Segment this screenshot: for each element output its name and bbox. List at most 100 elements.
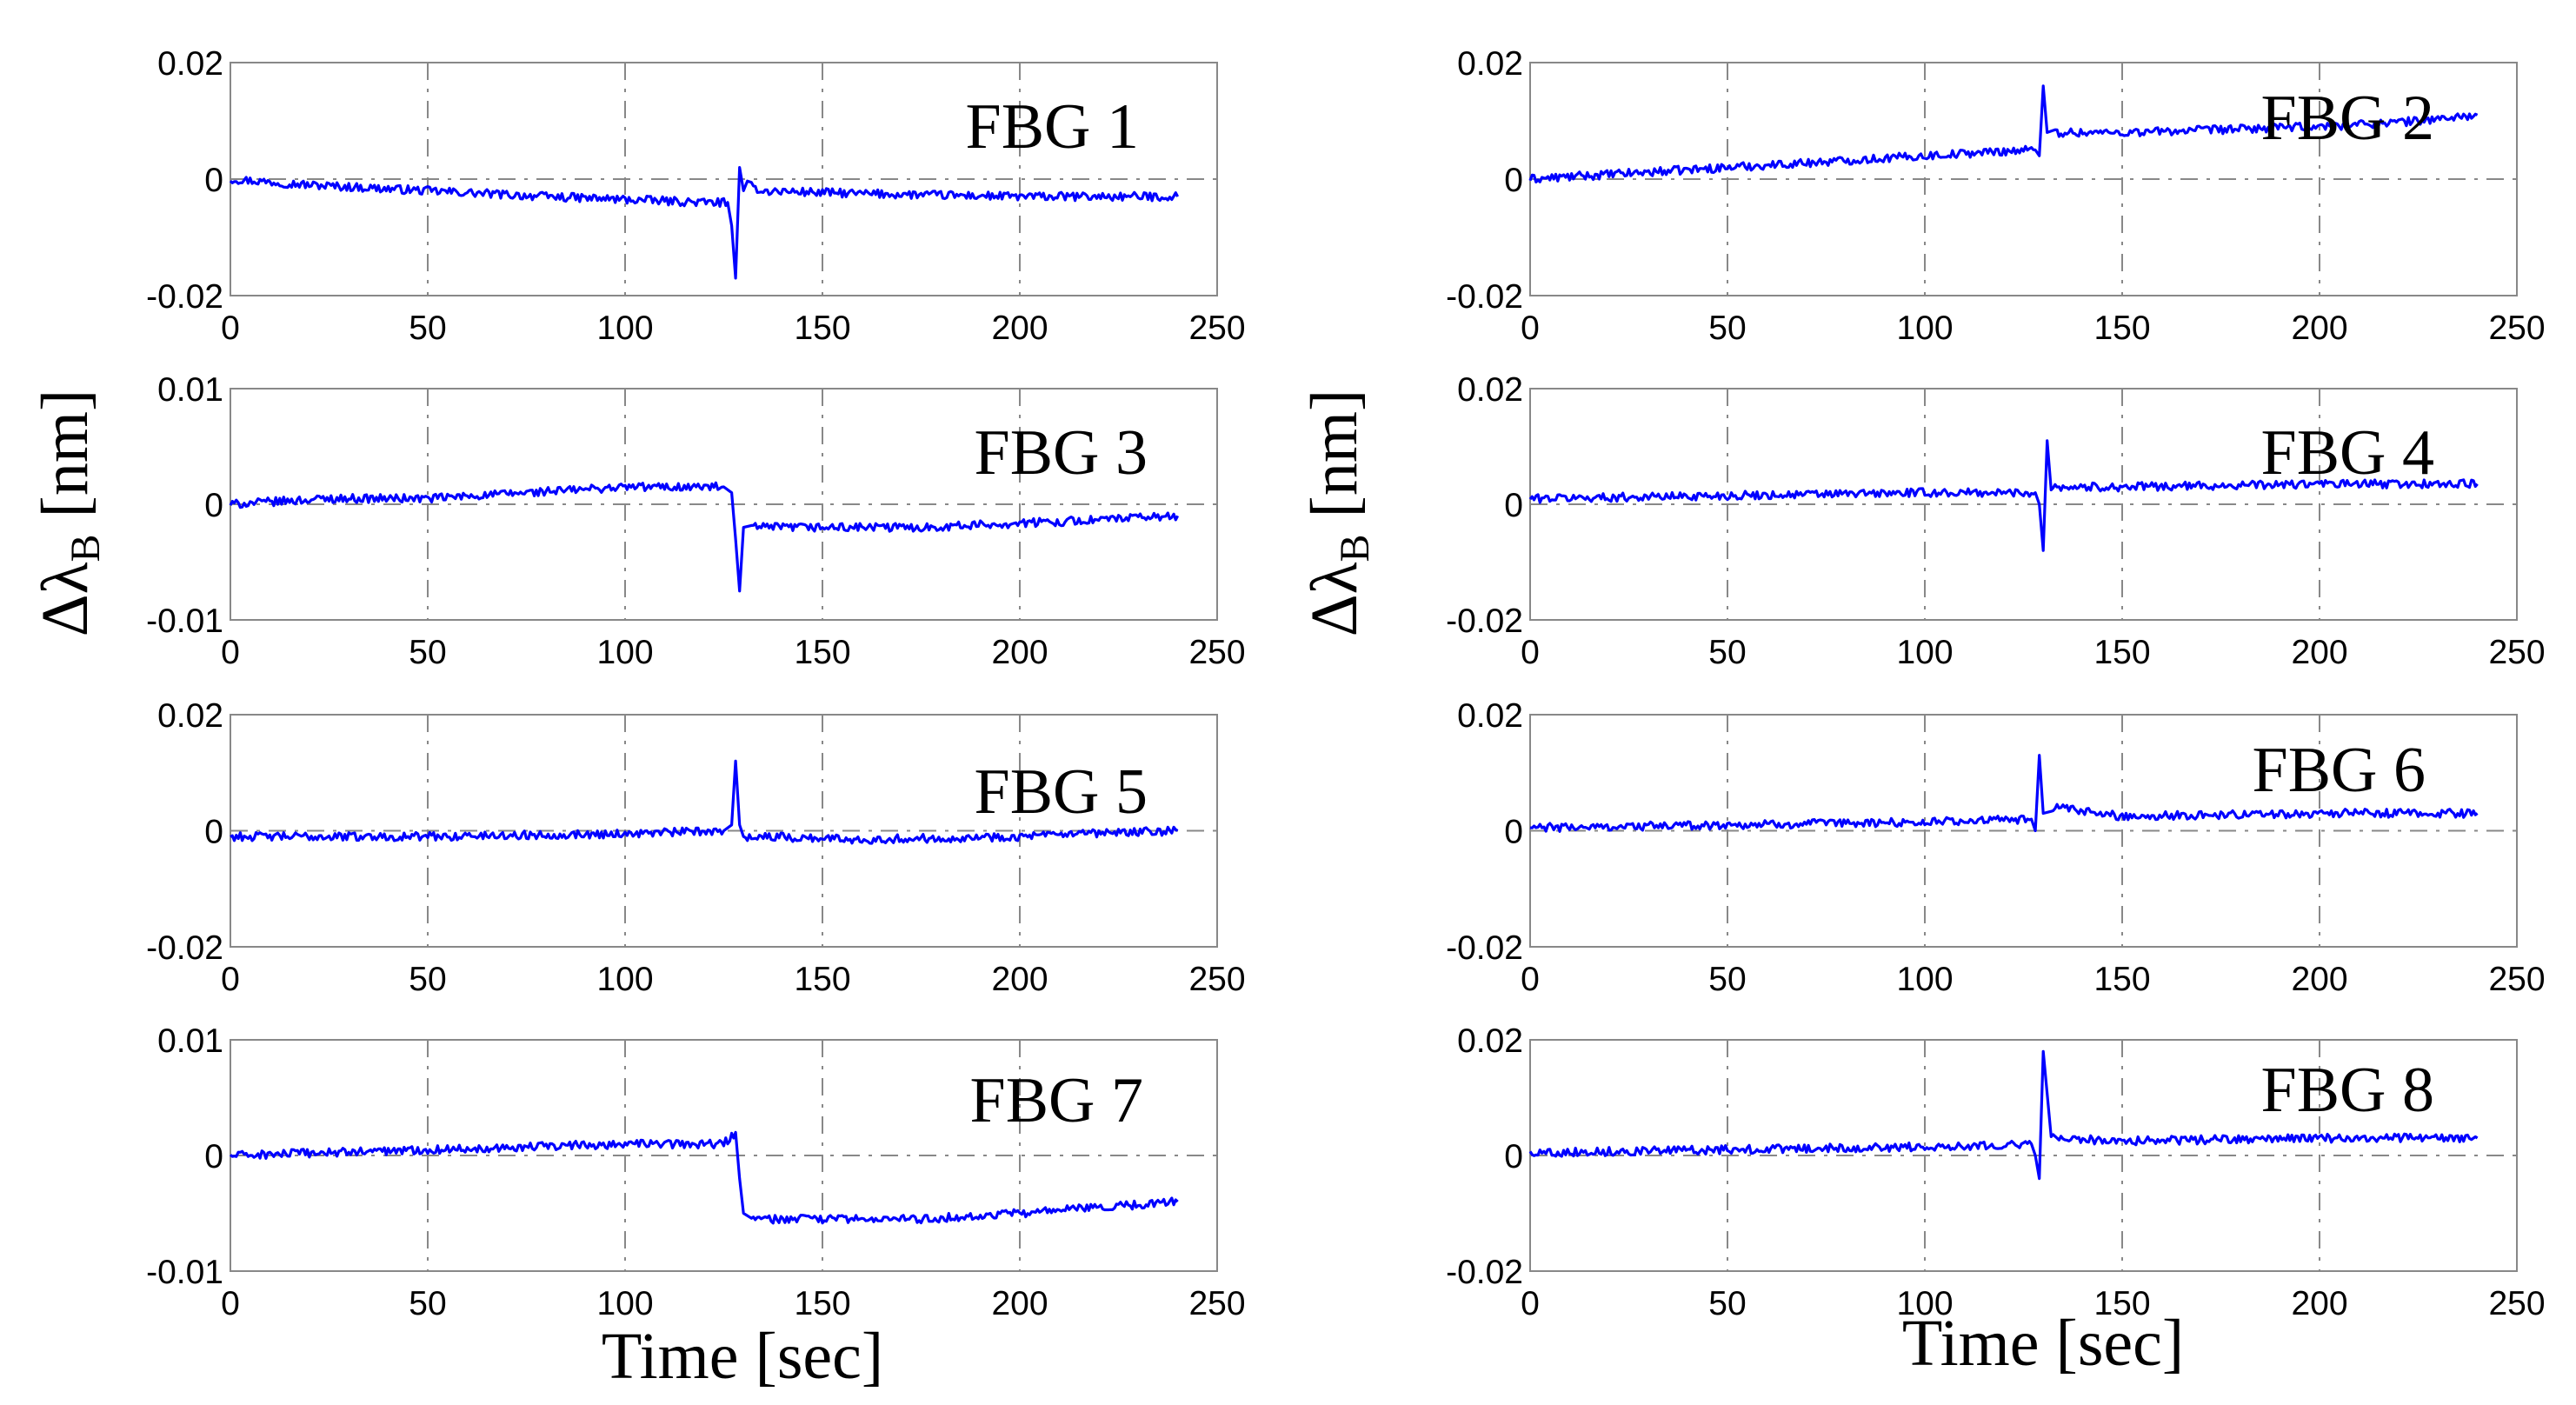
- y-tick-label: -0.01: [146, 603, 223, 640]
- y-axis-label-right: ΔλB [nm]: [1298, 390, 1378, 636]
- x-tick-label: 50: [1708, 1285, 1746, 1322]
- x-tick-label: 250: [1188, 1285, 1245, 1322]
- x-axis-label-right: Time [sec]: [1902, 1307, 2184, 1380]
- series-line-fbg-5: [230, 759, 1179, 845]
- x-tick-label: 150: [794, 310, 850, 347]
- panel-label-fbg-7: FBG 7: [970, 1065, 1143, 1136]
- series-line-fbg-1: [229, 166, 1180, 280]
- y-tick-label: -0.02: [146, 278, 223, 316]
- y-tick-label: 0.02: [157, 697, 223, 735]
- y-tick-label: -0.02: [1446, 1254, 1523, 1291]
- x-tick-label: 250: [1188, 634, 1245, 671]
- x-tick-label: 0: [1521, 634, 1540, 671]
- x-tick-label: 200: [2291, 1285, 2347, 1322]
- x-tick-label: 150: [2093, 1285, 2150, 1322]
- x-tick-label: 250: [2488, 310, 2545, 347]
- y-tick-label: -0.02: [146, 929, 223, 967]
- x-tick-label: 200: [2291, 310, 2347, 347]
- x-tick-label: 150: [794, 961, 850, 998]
- y-axis-label-left: ΔλB [nm]: [29, 390, 109, 636]
- x-tick-label: 0: [221, 961, 240, 998]
- y-tick-label: 0: [204, 487, 223, 524]
- x-tick-label: 0: [221, 310, 240, 347]
- x-tick-label: 100: [596, 961, 653, 998]
- y-tick-label: 0.02: [157, 45, 223, 83]
- x-tick-label: 250: [2488, 1285, 2545, 1322]
- y-tick-label: 0: [1504, 487, 1523, 524]
- x-tick-label: 250: [2488, 634, 2545, 671]
- y-tick-label: -0.01: [146, 1254, 223, 1291]
- series-line-fbg-8: [1528, 1049, 2479, 1181]
- y-tick-label: 0.01: [157, 371, 223, 409]
- x-tick-label: 50: [409, 634, 446, 671]
- x-tick-label: 0: [1521, 1285, 1540, 1322]
- x-tick-label: 250: [1188, 310, 1245, 347]
- x-tick-label: 50: [409, 1285, 446, 1322]
- panel-label-fbg-5: FBG 5: [975, 756, 1148, 828]
- x-tick-label: 150: [2093, 961, 2150, 998]
- x-tick-label: 50: [1708, 961, 1746, 998]
- y-tick-label: 0.02: [1457, 371, 1523, 409]
- y-tick-label: 0: [204, 1138, 223, 1175]
- x-tick-label: 200: [991, 1285, 1048, 1322]
- series-line-fbg-2: [1528, 84, 2479, 183]
- x-tick-label: 50: [409, 310, 446, 347]
- x-tick-label: 200: [991, 961, 1048, 998]
- x-tick-label: 250: [2488, 961, 2545, 998]
- panel-label-fbg-3: FBG 3: [975, 417, 1148, 489]
- y-tick-label: -0.02: [1446, 929, 1523, 967]
- y-tick-label: 0.02: [1457, 45, 1523, 83]
- series-line-fbg-6: [1529, 754, 2479, 833]
- x-tick-label: 0: [1521, 961, 1540, 998]
- panel-label-fbg-6: FBG 6: [2253, 735, 2426, 806]
- x-tick-label: 200: [991, 310, 1048, 347]
- x-tick-label: 150: [794, 634, 850, 671]
- y-tick-label: 0: [204, 814, 223, 851]
- panel-label-fbg-2: FBG 2: [2261, 83, 2434, 154]
- x-tick-label: 150: [2093, 310, 2150, 347]
- x-tick-label: 200: [2291, 961, 2347, 998]
- x-tick-label: 250: [1188, 961, 1245, 998]
- x-tick-label: 100: [596, 310, 653, 347]
- y-tick-label: 0.02: [1457, 1022, 1523, 1060]
- panel-label-fbg-8: FBG 8: [2261, 1055, 2434, 1126]
- series-line-fbg-4: [1528, 439, 2479, 552]
- x-tick-label: 100: [596, 634, 653, 671]
- x-tick-label: 150: [2093, 634, 2150, 671]
- y-tick-label: 0: [204, 162, 223, 199]
- y-tick-label: -0.02: [1446, 603, 1523, 640]
- y-tick-label: 0: [1504, 1138, 1523, 1175]
- x-tick-label: 150: [794, 1285, 850, 1322]
- y-tick-label: -0.02: [1446, 278, 1523, 316]
- x-tick-label: 0: [221, 1285, 240, 1322]
- x-tick-label: 50: [1708, 310, 1746, 347]
- x-tick-label: 200: [2291, 634, 2347, 671]
- x-tick-label: 0: [1521, 310, 1540, 347]
- x-tick-label: 100: [1896, 1285, 1953, 1322]
- x-tick-label: 100: [1896, 634, 1953, 671]
- series-line-fbg-7: [229, 1130, 1179, 1225]
- x-tick-label: 0: [221, 634, 240, 671]
- series-line-fbg-3: [229, 481, 1180, 593]
- x-tick-label: 100: [1896, 961, 1953, 998]
- x-tick-label: 50: [409, 961, 446, 998]
- x-tick-label: 200: [991, 634, 1048, 671]
- x-axis-label-left: Time [sec]: [602, 1320, 883, 1393]
- panel-label-fbg-4: FBG 4: [2261, 417, 2434, 489]
- y-tick-label: 0: [1504, 814, 1523, 851]
- x-tick-label: 100: [596, 1285, 653, 1322]
- x-tick-label: 50: [1708, 634, 1746, 671]
- x-tick-label: 100: [1896, 310, 1953, 347]
- panel-label-fbg-1: FBG 1: [966, 91, 1139, 163]
- y-tick-label: 0: [1504, 162, 1523, 199]
